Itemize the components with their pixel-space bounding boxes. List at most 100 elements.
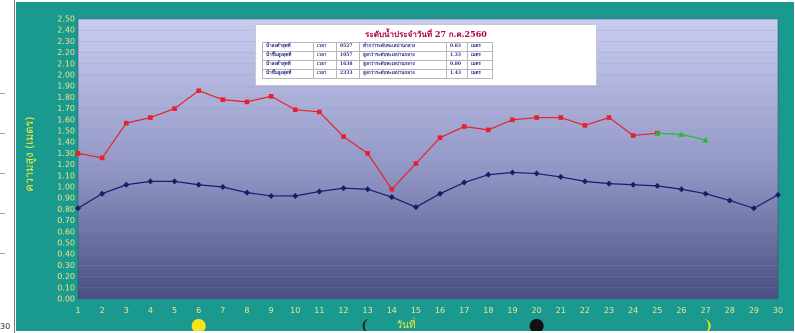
y-tick-label: 0.50 [57, 239, 75, 248]
x-axis-title: วันที่ [396, 317, 415, 331]
data-point [654, 182, 661, 189]
x-tick-label: 14 [387, 306, 397, 315]
x-tick-label: 16 [435, 306, 445, 315]
y-tick-label: 0.60 [57, 227, 75, 236]
y-tick-label: 1.30 [57, 149, 75, 158]
data-point [533, 170, 540, 177]
x-tick-label: 22 [580, 306, 590, 315]
data-point [389, 186, 395, 192]
legend-cell: สูงกว่าระดับทะเลปานกลาง [359, 60, 447, 70]
data-point [244, 99, 250, 105]
x-tick-label: 17 [459, 306, 469, 315]
legend-table: น้ำลงต่ำสุดที่ เวลา 0527 ต่ำกว่าระดับทะเลปา… [262, 42, 493, 79]
data-point [461, 179, 468, 186]
y-tick-label: 2.00 [57, 71, 75, 80]
y-tick-label: 1.00 [57, 183, 75, 192]
x-tick-label: 24 [628, 306, 638, 315]
legend-cell: 0.80 [446, 60, 468, 70]
x-tick-label: 25 [652, 306, 662, 315]
legend-row: น้ำลงต่ำสุดที่ เวลา 1638 สูงกว่าระดับทะเลปา… [262, 60, 493, 70]
data-point [99, 155, 105, 161]
legend-row: น้ำลงต่ำสุดที่ เวลา 0527 ต่ำกว่าระดับทะเลปา… [262, 42, 493, 52]
x-tick-label: 6 [196, 306, 201, 315]
x-tick-label: 21 [556, 306, 566, 315]
data-point [365, 151, 370, 156]
y-tick-label: 1.20 [57, 160, 75, 169]
data-point [292, 192, 299, 199]
legend-title: ระดับน้ำประจำวันที่ 27 ก.ค.2560 [365, 29, 487, 39]
data-point [437, 135, 443, 141]
y-tick-label: 0.30 [57, 261, 75, 270]
x-tick-label: 1 [75, 306, 80, 315]
data-point [388, 194, 395, 201]
y-tick-label: 0.80 [57, 205, 75, 214]
legend-cell: ต่ำกว่าระดับทะเลปานกลาง [359, 42, 447, 52]
left-clipped-chart: 30 [0, 0, 15, 333]
x-tick-label: 23 [604, 306, 614, 315]
y-tick-label: 1.90 [57, 82, 75, 91]
data-point [148, 115, 153, 120]
data-point [317, 109, 322, 115]
data-point [437, 190, 444, 197]
data-point [510, 117, 515, 123]
legend-cell: น้ำขึ้นสูงสุดที่ [262, 69, 314, 79]
data-point [123, 120, 129, 126]
data-point [196, 88, 201, 93]
x-tick-label: 26 [676, 306, 686, 315]
x-tick-label: 19 [507, 306, 517, 315]
legend-cell: น้ำลงต่ำสุดที่ [262, 60, 314, 70]
data-point [219, 184, 226, 190]
x-tick-label: 12 [338, 306, 348, 315]
data-point [412, 204, 419, 211]
x-tick-label: 2 [100, 306, 105, 315]
data-point [364, 186, 371, 193]
x-axis-ticks: 1 2 3 4 5 6 7 8 9 10 11 12 13 14 15 16 17 18 19 20 21 22 23 24 2… [75, 306, 783, 315]
x-tick-label: 5 [172, 306, 177, 315]
data-point [292, 107, 298, 113]
data-point [341, 134, 346, 139]
data-point [606, 115, 612, 120]
y-tick-label: 0.40 [57, 250, 75, 259]
data-point [413, 161, 419, 166]
legend-cell: 0527 [336, 42, 360, 52]
series-lines [75, 88, 781, 212]
data-point [75, 151, 81, 156]
data-point [123, 181, 130, 188]
y-tick-label: 1.10 [57, 171, 75, 180]
legend-row: น้ำขึ้นสูงสุดที่ เวลา 2333 สูงกว่าระดับทะเล… [262, 69, 493, 79]
data-point [461, 124, 467, 129]
legend-cell: เวลา [313, 69, 337, 79]
x-tick-label: 13 [363, 306, 373, 315]
y-axis-title: ความสูง (เมตร) [23, 116, 36, 191]
data-point [316, 188, 323, 195]
data-point [195, 181, 202, 188]
legend-cell: เมตร [467, 42, 493, 52]
data-point [702, 136, 709, 143]
data-point [172, 106, 177, 111]
last-quarter-moon-icon [362, 319, 370, 331]
legend-cell: เมตร [467, 60, 493, 70]
legend-cell: เวลา [313, 51, 337, 61]
data-point [509, 169, 516, 176]
legend-cell: 2333 [336, 69, 360, 79]
legend-cell: 1638 [336, 60, 360, 70]
legend-cell: เวลา [313, 60, 337, 70]
data-point [654, 130, 661, 136]
data-point [726, 197, 733, 204]
y-tick-label: 0.00 [57, 295, 75, 304]
y-axis-ticks: 0.00 0.10 0.20 0.30 0.40 0.50 0.60 0.70 0.80 0.90… [57, 15, 75, 304]
data-point [630, 133, 636, 138]
x-tick-label: 27 [700, 306, 710, 315]
x-tick-label: 9 [269, 306, 274, 315]
legend-cell: สูงกว่าระดับทะเลปานกลาง [359, 51, 447, 61]
y-tick-label: 2.20 [57, 48, 75, 57]
legend-cell: น้ำลงต่ำสุดที่ [262, 42, 314, 52]
left-corner-label: 30 [0, 322, 11, 331]
x-tick-label: 3 [124, 306, 129, 315]
y-tick-label: 1.80 [57, 93, 75, 102]
moon-phases [191, 319, 711, 331]
y-tick-label: 1.70 [57, 104, 75, 113]
data-point [486, 127, 491, 133]
legend-cell: 0.83 [446, 42, 468, 52]
data-point [268, 93, 274, 99]
